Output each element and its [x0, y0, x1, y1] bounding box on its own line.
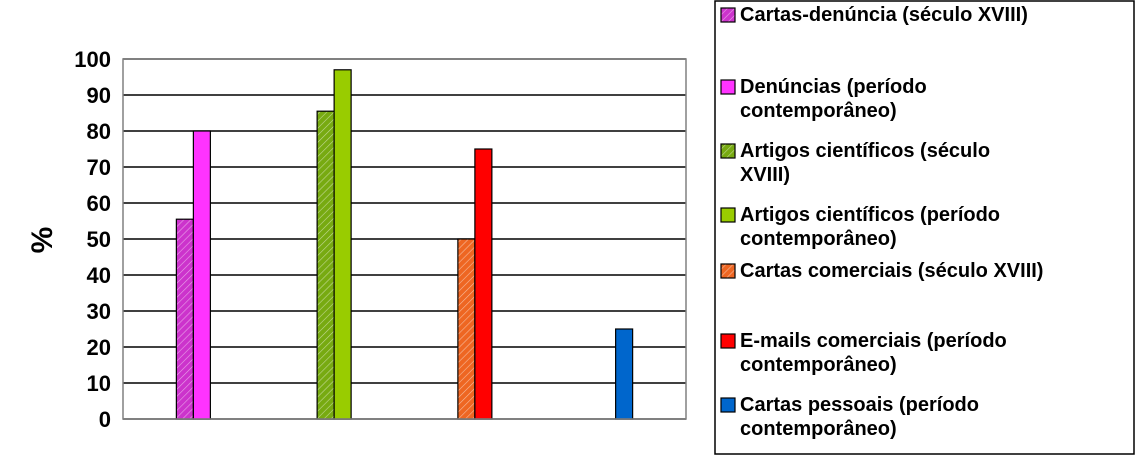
legend-box	[714, 0, 1135, 455]
y-tick-label: 30	[87, 299, 111, 324]
legend-swatch	[720, 333, 736, 349]
legend-swatch	[720, 263, 736, 279]
plot-frame	[122, 58, 687, 420]
legend-label: contemporâneo)	[740, 418, 897, 440]
legend: Cartas-denúncia (século XVIII) Denúncias …	[714, 0, 1135, 455]
legend-label: Cartas-denúncia (século XVIII)	[740, 4, 1028, 26]
legend-label: Cartas pessoais (período	[740, 394, 979, 416]
legend-swatch	[720, 143, 736, 159]
legend-label: Cartas comerciais (século XVIII)	[740, 260, 1043, 282]
bar	[333, 69, 352, 420]
legend-label: Artigos científicos (período	[740, 204, 1000, 226]
bar	[316, 110, 335, 420]
legend-label: Denúncias (período	[740, 76, 927, 98]
y-tick-label: 50	[87, 227, 111, 252]
legend-label: E-mails comerciais (período	[740, 330, 1007, 352]
legend-label: Artigos científicos (século	[740, 140, 990, 162]
y-tick-label: 10	[87, 371, 111, 396]
y-tick-label: 40	[87, 263, 111, 288]
legend-swatch	[720, 397, 736, 413]
bar	[474, 148, 493, 420]
legend-label: XVIII)	[740, 164, 790, 186]
legend-label: contemporâneo)	[740, 100, 897, 122]
bars	[175, 69, 634, 420]
bar	[457, 238, 476, 420]
legend-swatch	[720, 7, 736, 23]
y-tick-label: 90	[87, 83, 111, 108]
y-tick-label: 20	[87, 335, 111, 360]
y-tick-label: 60	[87, 191, 111, 216]
bar	[192, 130, 211, 420]
y-tick-label: 0	[99, 407, 111, 432]
y-tick-label: 80	[87, 119, 111, 144]
bar	[615, 328, 634, 420]
y-axis-label: %	[26, 227, 59, 254]
legend-swatch	[720, 79, 736, 95]
legend-label: contemporâneo)	[740, 354, 897, 376]
y-tick-label: 100	[74, 47, 111, 72]
y-tick-labels: 0 10 20 30 40 50 60 70 80 90 100	[74, 47, 111, 432]
legend-label: contemporâneo)	[740, 228, 897, 250]
y-tick-label: 70	[87, 155, 111, 180]
legend-swatch	[720, 207, 736, 223]
bar	[175, 218, 194, 420]
